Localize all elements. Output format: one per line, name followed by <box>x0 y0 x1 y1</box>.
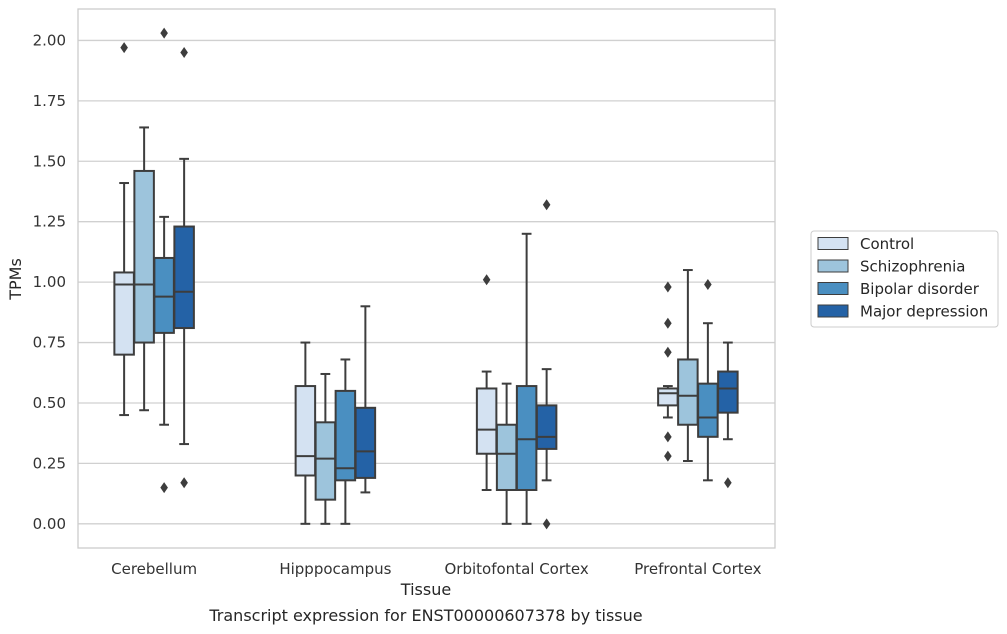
legend-label: Control <box>860 235 914 253</box>
y-tick-label: 1.50 <box>33 152 66 170</box>
y-tick-label: 1.25 <box>33 213 66 231</box>
box-3-1 <box>677 269 699 462</box>
box-iqr <box>657 387 679 407</box>
y-tick-label: 1.75 <box>33 92 66 110</box>
outlier-marker <box>664 317 672 329</box>
box-iqr <box>314 421 337 501</box>
legend-item-2: Bipolar disorder <box>817 280 980 298</box>
box-iqr <box>133 169 155 344</box>
box-iqr <box>495 423 518 491</box>
box-iqr <box>475 387 498 455</box>
legend-label: Bipolar disorder <box>860 280 980 298</box>
legend: Control Schizophrenia Bipolar disorder Majo… <box>810 230 999 328</box>
outlier-marker <box>664 346 672 358</box>
box-iqr <box>717 370 739 414</box>
box-3-3 <box>717 341 739 489</box>
legend-swatch <box>817 282 849 295</box>
box-0-3 <box>173 47 195 489</box>
x-tick-label: Hipppocampus <box>279 560 391 578</box>
y-axis-ticks: 0.00 0.25 0.50 0.75 1.00 1.25 1.50 1.75 2.00 <box>33 31 66 532</box>
box-0-0 <box>113 42 135 417</box>
legend-item-1: Schizophrenia <box>817 258 965 276</box>
x-tick-label: Prefrontal Cortex <box>634 560 761 578</box>
y-tick-label: 0.50 <box>33 394 66 412</box>
outlier-marker <box>704 279 712 291</box>
box-iqr <box>354 406 377 479</box>
outlier-marker <box>724 477 732 489</box>
plot-area-frame <box>77 8 776 549</box>
box-iqr <box>535 404 558 450</box>
box-iqr <box>173 225 195 330</box>
y-tick-label: 1.00 <box>33 273 66 291</box>
box-0-2 <box>153 27 175 494</box>
box-iqr <box>697 382 719 438</box>
box-1-1 <box>314 372 337 525</box>
x-tick-label: Orbitofontal Cortex <box>445 560 589 578</box>
box-3-0 <box>657 281 679 462</box>
outlier-marker <box>664 450 672 462</box>
box-2-1 <box>495 382 518 525</box>
box-iqr <box>294 385 317 477</box>
x-axis-title: Tissue <box>400 580 451 599</box>
box-iqr <box>334 389 357 482</box>
outlier-marker <box>180 47 188 59</box>
legend-frame <box>810 230 999 328</box>
y-tick-label: 0.75 <box>33 334 66 352</box>
box-2-2 <box>515 232 538 525</box>
boxes <box>113 27 739 530</box>
outlier-marker <box>664 431 672 443</box>
box-iqr <box>153 256 175 334</box>
legend-label: Major depression <box>860 303 988 321</box>
y-tick-label: 2.00 <box>33 31 66 49</box>
outlier-marker <box>180 477 188 489</box>
x-axis-ticks: Cerebellum Hipppocampus Orbitofontal Corte… <box>111 560 761 578</box>
outlier-marker <box>482 274 491 286</box>
legend-swatch <box>817 259 849 273</box>
box-1-2 <box>334 358 357 525</box>
box-2-3 <box>535 199 558 530</box>
legend-label: Schizophrenia <box>860 258 965 276</box>
outlier-marker <box>160 482 168 494</box>
y-tick-label: 0.00 <box>33 515 66 533</box>
legend-swatch <box>817 304 849 318</box>
box-1-3 <box>354 305 377 494</box>
box-2-0 <box>475 274 498 491</box>
box-1-0 <box>294 341 317 525</box>
outlier-marker <box>542 518 551 530</box>
box-iqr <box>677 358 699 426</box>
box-0-1 <box>133 126 155 412</box>
legend-swatch <box>817 237 849 250</box>
outlier-marker <box>542 199 551 211</box>
box-3-2 <box>697 279 719 482</box>
legend-item-3: Major depression <box>817 303 988 321</box>
legend-item-0: Control <box>817 235 914 253</box>
outlier-marker <box>160 27 168 39</box>
y-tick-label: 0.25 <box>33 454 66 472</box>
box-iqr <box>515 385 538 491</box>
outlier-marker <box>120 42 128 54</box>
figure-caption: Transcript expression for ENST0000060737… <box>208 606 642 625</box>
x-tick-label: Cerebellum <box>111 560 197 578</box>
y-axis-title: TPMs <box>6 258 25 301</box>
outlier-marker <box>664 281 672 293</box>
